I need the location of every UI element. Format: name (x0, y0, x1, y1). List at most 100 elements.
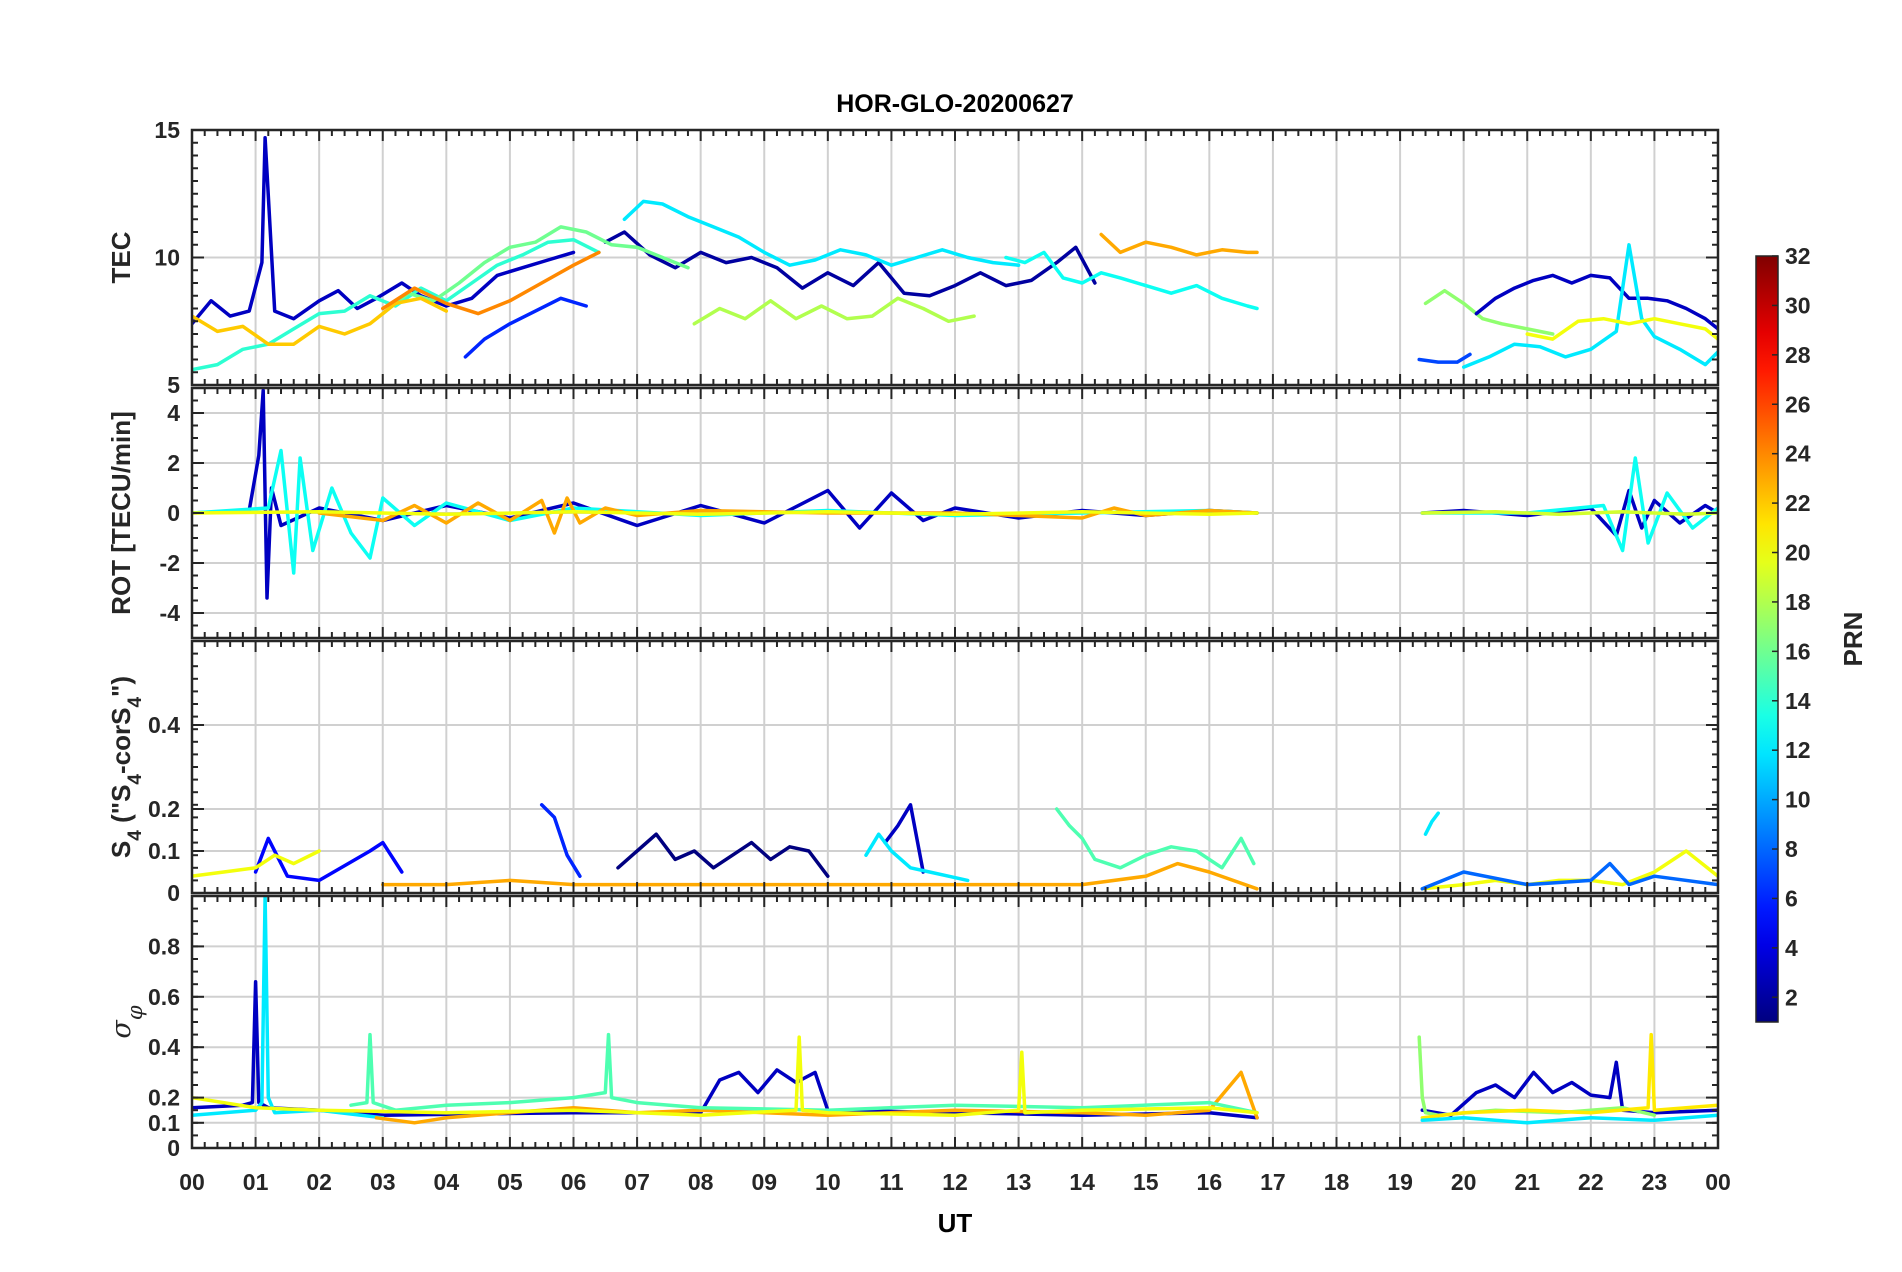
panel-s4-ytick-label: 0.4 (148, 712, 180, 738)
panel-s4: 0 0.1 0.2 0.4S4 ("S4-corS4") (106, 639, 1720, 906)
x-tick-label: 09 (751, 1169, 777, 1195)
panel-tec-ytick-label: 5 (167, 372, 180, 398)
panel-sigma-ytick-label: 0.4 (148, 1034, 180, 1060)
colorbar-tick-label: 32 (1785, 243, 1811, 269)
x-tick-label: 05 (497, 1169, 523, 1195)
panel-rot-series-3 (192, 510, 1259, 517)
x-tick-label: 20 (1451, 1169, 1477, 1195)
panel-tec-series-4 (381, 225, 690, 316)
panel-rot: -4 -2 0 2 4 ROT [TECU/min] (106, 386, 1720, 640)
x-tick-label: 11 (879, 1169, 904, 1195)
panel-rot-series-2 (317, 496, 1259, 535)
colorbar-tick-label: 16 (1785, 638, 1811, 664)
x-tick-label: 23 (1642, 1169, 1668, 1195)
panel-sigma-series-7 (1420, 1032, 1718, 1120)
panel-sigma-ytick-label: 0.1 (148, 1110, 180, 1136)
x-tick-label: 03 (370, 1169, 396, 1195)
panel-s4-series-6 (192, 849, 321, 878)
x-tick-label: 06 (561, 1169, 587, 1195)
panel-s4-series-3 (1054, 807, 1256, 870)
colorbar-tick-label: 18 (1785, 589, 1811, 615)
colorbar-label: PRN (1838, 612, 1868, 667)
x-tick-label: 07 (624, 1169, 650, 1195)
colorbar-tick-label: 14 (1785, 688, 1811, 714)
panel-s4-series-0 (539, 803, 582, 878)
panel-tec-series-2 (622, 199, 1021, 267)
panel-tec-series (192, 135, 1718, 372)
x-tick-label: 19 (1387, 1169, 1413, 1195)
panel-rot-ticks (191, 387, 1719, 639)
x-tick-label: 14 (1069, 1169, 1095, 1195)
panel-s4-series-8 (1423, 811, 1440, 836)
x-tick-label: 00 (1705, 1169, 1731, 1195)
panel-sigma-series-3 (349, 1032, 1259, 1115)
panel-rot-ytick-label: -4 (160, 600, 181, 626)
panel-sigma-ytick-label: 0.2 (148, 1085, 180, 1111)
figure-title: HOR-GLO-20200627 (836, 90, 1074, 118)
panel-sigma: 00.10.2 0.4 0.6 0.8 σφ (106, 894, 1720, 1161)
x-tick-label: 21 (1514, 1169, 1540, 1195)
colorbar-tick-label: 24 (1785, 441, 1811, 467)
panel-s4-series-4 (616, 832, 830, 878)
x-tick-label: 12 (942, 1169, 968, 1195)
colorbar-tick-label: 12 (1785, 737, 1811, 763)
panel-tec-ytick-label: 15 (154, 117, 180, 143)
x-tick-label: 17 (1260, 1169, 1286, 1195)
panel-tec-series-3 (192, 237, 601, 372)
x-tick-labels: 00 01 02 03 04 05 06 07 08 09 10 11 12 13 14 15 16 17 18 19… (179, 1169, 1731, 1195)
panel-s4-axes-box (190, 639, 1720, 895)
panel-rot-series-6 (1420, 510, 1718, 517)
panel-sigma-ytick-label: 0.8 (148, 933, 180, 959)
panel-rot-ytick-label: 4 (167, 400, 180, 426)
panel-s4-series-5 (253, 836, 404, 883)
x-tick-label: 02 (306, 1169, 332, 1195)
panel-rot-axes-box (190, 386, 1720, 640)
x-tick-label: 04 (434, 1169, 460, 1195)
colorbar-tick-label: 8 (1785, 836, 1798, 862)
panel-tec-series-7 (381, 250, 601, 316)
panel-rot-series-5 (1420, 456, 1718, 553)
panel-tec-series-12 (1474, 273, 1718, 331)
panel-tec-series-15 (1417, 352, 1472, 364)
colorbar-tick-label: 4 (1785, 935, 1798, 961)
panel-rot-ytick-label: 0 (167, 500, 180, 526)
colorbar-tick-label: 10 (1785, 787, 1811, 813)
panel-rot-series-0 (192, 388, 1259, 600)
colorbar-tick-label: 6 (1785, 885, 1798, 911)
panel-tec-series-14 (1525, 316, 1718, 341)
panel-tec-series-1 (603, 230, 1097, 298)
colorbar-tick-label: 22 (1785, 490, 1811, 516)
panel-tec-axes-box (190, 128, 1720, 387)
panel-tec-series-10 (1004, 250, 1259, 311)
panel-sigma-series-5 (1420, 1060, 1718, 1117)
panel-rot-series (192, 388, 1718, 600)
panel-tec-series-13 (1461, 243, 1718, 369)
panel-sigma-axes-box (190, 894, 1720, 1150)
colorbar-tick-label: 20 (1785, 540, 1811, 566)
panel-s4-series (192, 803, 1718, 891)
panel-tec-series-0 (192, 135, 576, 326)
panel-s4-ytick-label: 0.1 (148, 838, 180, 864)
panel-tec-series-11 (1423, 288, 1555, 336)
panel-sigma-series-4 (192, 1035, 1259, 1117)
panel-tec-ytick-label: 10 (154, 245, 180, 271)
colorbar-tick-label: 30 (1785, 292, 1811, 318)
x-tick-label: 16 (1197, 1169, 1223, 1195)
panel-sigma-ylabel: σφ (106, 1005, 147, 1038)
x-tick-label: 13 (1006, 1169, 1032, 1195)
panel-tec-series-6 (192, 296, 449, 346)
panel-sigma-ytick-label: 0.6 (148, 984, 180, 1010)
panel-rot-ylabel: ROT [TECU/min] (106, 411, 136, 615)
panel-tec-series-5 (692, 296, 976, 326)
panel-sigma-ytick-label: 0 (167, 1135, 180, 1161)
x-axis-label: UT (938, 1208, 973, 1238)
x-tick-label: 08 (688, 1169, 714, 1195)
panel-rot-ytick-label: 2 (167, 450, 180, 476)
colorbar-gradient (1755, 255, 1779, 1023)
panel-s4-series-1 (883, 803, 925, 874)
panel-s4-series-10 (1420, 861, 1718, 891)
panel-s4-ytick-label: 0.2 (148, 796, 180, 822)
colorbar-tick-label: 28 (1785, 342, 1811, 368)
